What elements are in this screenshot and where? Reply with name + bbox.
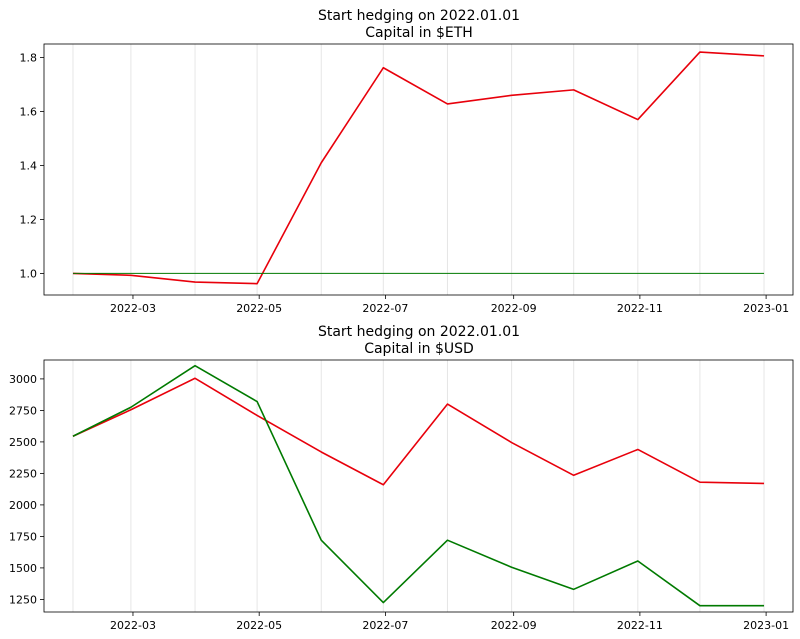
chart-1-x-tick-label: 2022-07 bbox=[362, 302, 408, 315]
chart-1-title: Start hedging on 2022.01.01 bbox=[318, 8, 520, 24]
chart-2-y-tick-label: 2000 bbox=[9, 499, 37, 512]
chart-2-x-tick-label: 2022-09 bbox=[491, 619, 537, 632]
chart-2-y-tick-label: 1500 bbox=[9, 562, 37, 575]
chart-1-x-tick-label: 2022-11 bbox=[617, 302, 663, 315]
chart-2-y-tick-label: 3000 bbox=[9, 373, 37, 386]
chart-1-y-tick-label: 1.8 bbox=[20, 51, 38, 64]
chart-1-x-tick-label: 2022-09 bbox=[491, 302, 537, 315]
chart-2-y-tick-label: 1750 bbox=[9, 530, 37, 543]
chart-1-x-tick-label: 2022-05 bbox=[236, 302, 282, 315]
chart-1-series-line bbox=[72, 51, 765, 285]
chart-2-frame bbox=[43, 359, 794, 613]
chart-1-x-tick-label: 2022-03 bbox=[110, 302, 156, 315]
chart-2-y-tick-label: 2750 bbox=[9, 404, 37, 417]
chart-1-y-tick-label: 1.0 bbox=[20, 267, 38, 280]
chart-2-x-tick-label: 2022-11 bbox=[617, 619, 663, 632]
chart-2-x-tick-label: 2022-05 bbox=[236, 619, 282, 632]
chart-2-x-tick-label: 2023-01 bbox=[743, 619, 789, 632]
chart-2-title: Start hedging on 2022.01.01 bbox=[318, 324, 520, 340]
chart-2-y-tick-label: 2250 bbox=[9, 467, 37, 480]
chart-2-y-tick-label: 2500 bbox=[9, 436, 37, 449]
chart-2-series-line bbox=[72, 364, 765, 607]
chart-2-series-line bbox=[72, 377, 765, 486]
chart-1-plot-area: 2022-03 2022-05 2022-07 2022-09 2022-11 2023-… bbox=[20, 43, 794, 315]
chart-1-y-tick-label: 1.2 bbox=[20, 213, 38, 226]
chart-1-x-tick-label: 2023-01 bbox=[743, 302, 789, 315]
chart-1-y-tick-label: 1.6 bbox=[20, 105, 38, 118]
chart-2-x-tick-label: 2022-07 bbox=[362, 619, 408, 632]
chart-1-subtitle: Capital in $ETH bbox=[365, 25, 473, 41]
chart-1-y-tick-label: 1.4 bbox=[20, 159, 38, 172]
chart-2-x-tick-label: 2022-03 bbox=[110, 619, 156, 632]
chart-2-subtitle: Capital in $USD bbox=[364, 341, 474, 357]
chart-2-y-tick-label: 1250 bbox=[9, 593, 37, 606]
chart-2-plot-area: 2022-03 2022-05 2022-07 2022-09 2022-11 2023-… bbox=[9, 359, 794, 632]
chart-1-frame bbox=[43, 43, 794, 296]
